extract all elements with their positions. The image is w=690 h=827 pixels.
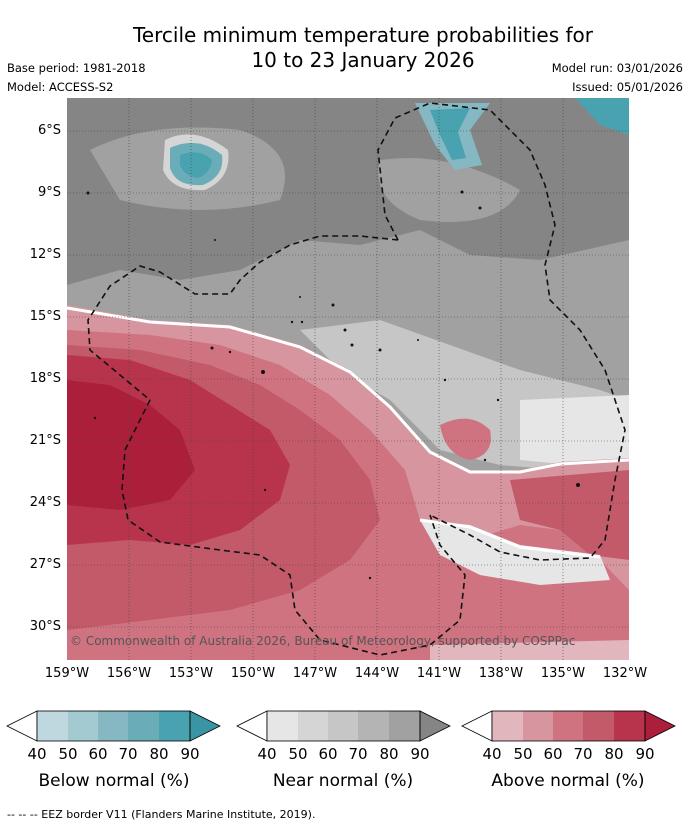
- eez-footnote: -- -- -- EEZ border V11 (Flanders Marine…: [7, 808, 316, 821]
- legend-below-right-arrow: [190, 711, 220, 741]
- legend-above-left-arrow: [461, 710, 493, 742]
- legend-above-right-arrow: [645, 711, 675, 741]
- lat-label-27s: 27°S: [29, 557, 61, 572]
- near-normal-80-patch-2: [378, 158, 520, 222]
- below-tick-40: 40: [27, 745, 47, 763]
- lon-label-159w: 159°W: [44, 666, 90, 681]
- legend-below-swatch-50: [68, 711, 98, 741]
- above-normal-40-south: [430, 640, 629, 660]
- above-normal-patch-southeast: [510, 470, 629, 560]
- legend-near-swatch-40: [267, 711, 298, 741]
- lon-label-144w: 144°W: [354, 666, 400, 681]
- near-tick-40: 40: [257, 745, 277, 763]
- legend-below-swatch-70: [128, 711, 159, 741]
- lat-label-6s: 6°S: [37, 123, 61, 138]
- below-normal-blob-3: [575, 98, 629, 135]
- model-run: Model run: 03/01/2026: [551, 61, 683, 75]
- meta-right: Model run: 03/01/2026 Issued: 05/01/2026: [552, 59, 683, 97]
- near-tick-60: 60: [318, 745, 338, 763]
- above-normal-90-region: [67, 380, 195, 510]
- legend-above-swatch-50: [523, 711, 553, 741]
- above-tick-60: 60: [543, 745, 563, 763]
- lat-label-30s: 30°S: [29, 619, 61, 634]
- legend-above: [461, 710, 676, 742]
- lat-label-24s: 24°S: [29, 495, 61, 510]
- copyright-notice: © Commonwealth of Australia 2026, Bureau…: [70, 634, 576, 648]
- title-line-1: Tercile minimum temperature probabilitie…: [132, 23, 594, 47]
- lon-label-153w: 153°W: [168, 666, 214, 681]
- below-normal-blob-1-core: [180, 152, 212, 178]
- near-tick-50: 50: [288, 745, 308, 763]
- category-boundary-south: [419, 518, 601, 559]
- legend-above-swatch-70: [583, 711, 614, 741]
- category-boundary: [67, 306, 629, 474]
- above-tick-50: 50: [513, 745, 533, 763]
- legend-below-swatch-40: [37, 711, 68, 741]
- legend-near: [236, 710, 451, 742]
- lat-label-21s: 21°S: [29, 433, 61, 448]
- legend-above-swatch-60: [553, 711, 583, 741]
- near-tick-70: 70: [348, 745, 368, 763]
- lon-label-150w: 150°W: [230, 666, 276, 681]
- above-tick-80: 80: [604, 745, 624, 763]
- below-tick-70: 70: [118, 745, 138, 763]
- base-period: Base period: 1981-2018: [7, 61, 146, 75]
- islands: [86, 190, 580, 580]
- above-tick-70: 70: [573, 745, 593, 763]
- issued-date: Issued: 05/01/2026: [572, 80, 683, 94]
- lon-label-156w: 156°W: [106, 666, 152, 681]
- meta-left: Base period: 1981-2018 Model: ACCESS-S2: [7, 59, 146, 97]
- below-tick-80: 80: [149, 745, 169, 763]
- legend-near-swatch-50: [298, 711, 328, 741]
- legend-near-swatch-80: [389, 711, 420, 741]
- legend-above-swatch-40: [492, 711, 523, 741]
- lon-label-141w: 141°W: [416, 666, 462, 681]
- below-tick-90: 90: [180, 745, 200, 763]
- legend-near-title: Near normal (%): [272, 771, 414, 791]
- legend-below-left-arrow: [6, 710, 38, 742]
- near-tick-80: 80: [379, 745, 399, 763]
- below-tick-60: 60: [88, 745, 108, 763]
- model-name: Model: ACCESS-S2: [7, 80, 114, 94]
- above-tick-90: 90: [635, 745, 655, 763]
- near-normal-band-south: [420, 520, 610, 585]
- above-normal-patch-east: [440, 418, 491, 460]
- near-tick-90: 90: [410, 745, 430, 763]
- lon-label-135w: 135°W: [540, 666, 586, 681]
- lat-label-12s: 12°S: [29, 247, 61, 262]
- legend-near-swatch-60: [328, 711, 358, 741]
- below-tick-50: 50: [58, 745, 78, 763]
- map-title: Tercile minimum temperature probabilitie…: [0, 23, 690, 73]
- title-line-2: 10 to 23 January 2026: [251, 48, 475, 72]
- legend-below-swatch-60: [98, 711, 128, 741]
- lat-label-9s: 9°S: [37, 185, 61, 200]
- below-normal-blob-2-core: [430, 108, 470, 160]
- legend-near-swatch-70: [358, 711, 389, 741]
- legend-below-swatch-80: [159, 711, 190, 741]
- legend-below: [6, 710, 221, 742]
- gridlines: [67, 98, 629, 660]
- eez-borders: [87, 102, 626, 656]
- above-tick-40: 40: [482, 745, 502, 763]
- legend-below-title: Below normal (%): [38, 771, 190, 791]
- lat-label-18s: 18°S: [29, 371, 61, 386]
- legend-above-swatch-80: [614, 711, 645, 741]
- map-fill: [67, 98, 629, 660]
- legend-near-left-arrow: [236, 710, 268, 742]
- lat-label-15s: 15°S: [29, 309, 61, 324]
- near-normal-40-band: [520, 395, 629, 470]
- lon-label-132w: 132°W: [602, 666, 648, 681]
- legend-near-right-arrow: [420, 711, 450, 741]
- lon-label-147w: 147°W: [292, 666, 338, 681]
- lon-label-138w: 138°W: [478, 666, 524, 681]
- legend-above-title: Above normal (%): [491, 771, 645, 791]
